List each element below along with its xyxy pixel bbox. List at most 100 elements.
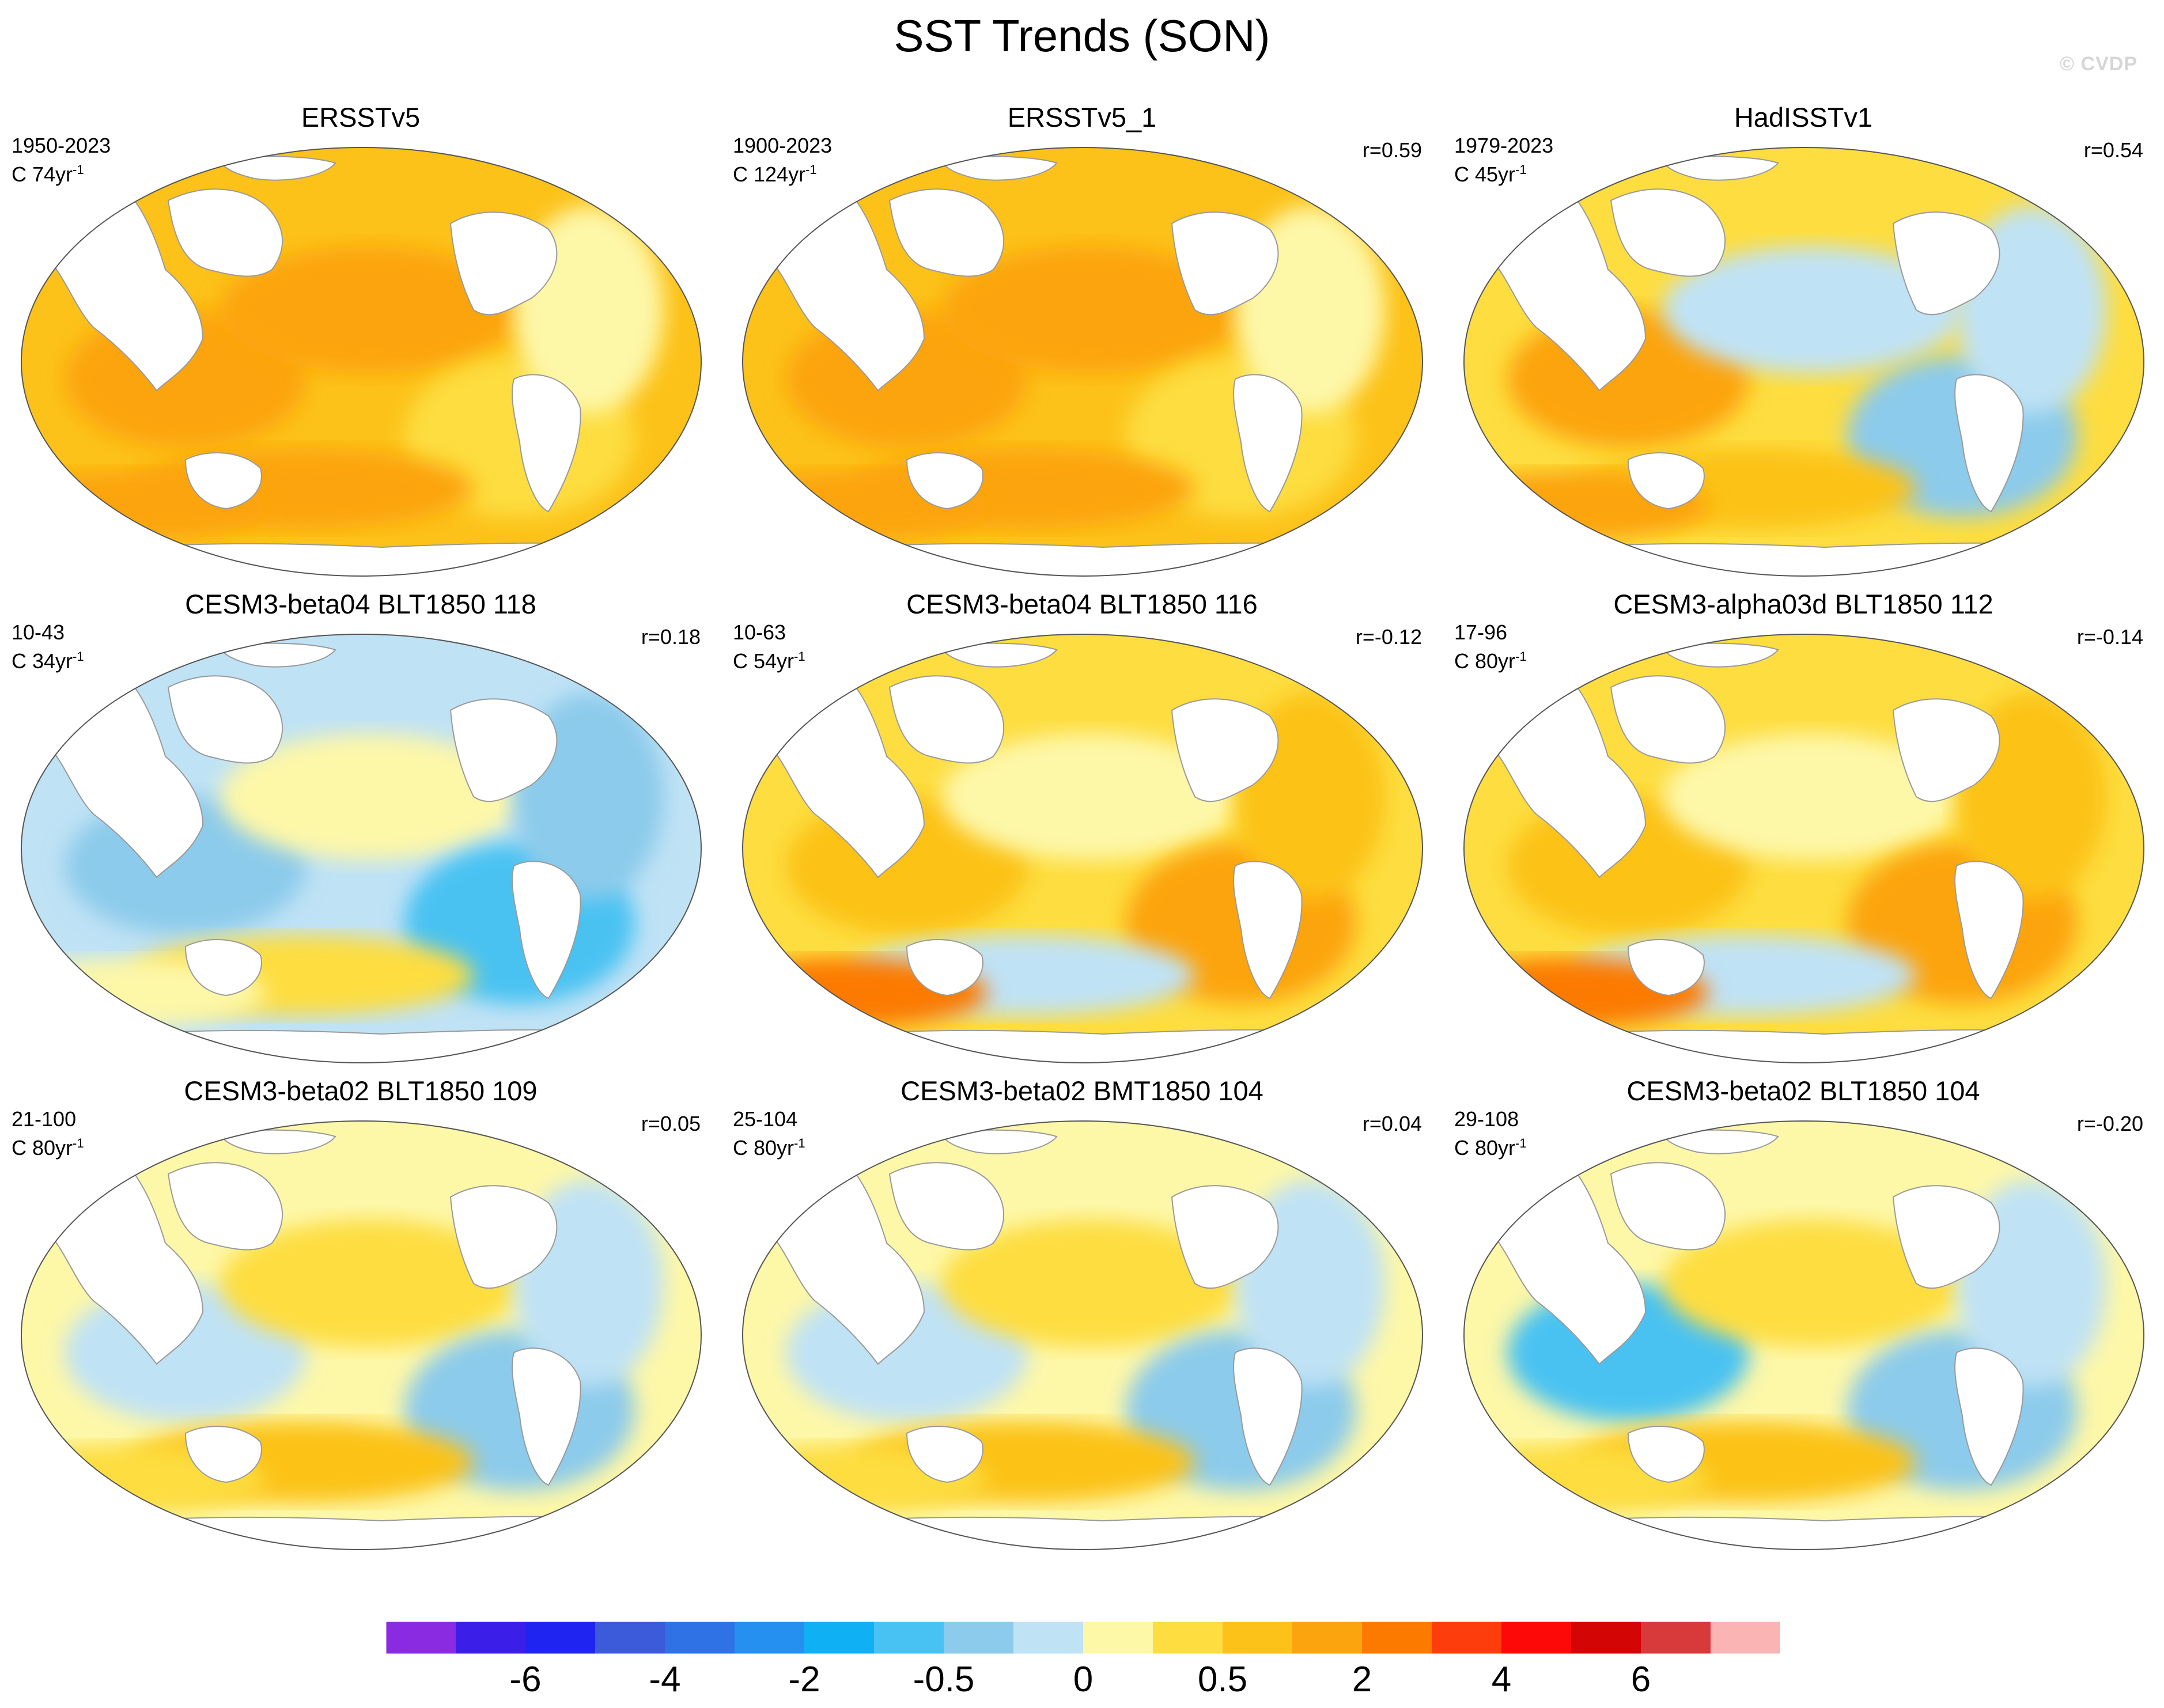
land-mass [184,939,262,997]
scale-label: C 34yr-1 [12,649,84,673]
land-mass [1610,188,1726,277]
land-mass [1627,939,1705,997]
period-label: 1950-2023 [12,134,111,157]
land-mass [1662,156,1779,181]
land-mass [512,861,581,999]
map-panel: ERSSTv5_1 1900-2023 C 124yr-1 r=0.59 [721,0,1443,577]
land-mass [1610,1162,1726,1251]
land-mass [1233,374,1303,513]
trend-region [1663,247,1962,373]
colorbar-tick-label: -6 [509,1660,542,1699]
map-panel: CESM3-beta02 BMT1850 104 25-104 C 80yr-1 r=… [721,974,1443,1550]
land-mass [1233,1347,1303,1486]
land-mass [167,675,283,764]
period-label: 25-104 [733,1107,798,1131]
map-border [1463,147,2144,577]
map-panel-4 [21,634,702,1063]
colorbar [386,1622,1780,1654]
colorbar-tick-label: 0 [1073,1660,1094,1699]
land-mass [906,939,983,997]
colorbar-bin [1501,1622,1571,1654]
colorbar-bin [386,1622,456,1654]
land-mass [888,188,1005,277]
period-label: 29-108 [1454,1107,1519,1131]
scale-label: C 74yr-1 [12,162,84,186]
panel-title: ERSSTv5 [301,102,421,132]
colorbar-bin [1153,1622,1223,1654]
map-panel-8 [742,1120,1423,1550]
map-border [1463,1120,2144,1550]
correlation-label: r=-0.12 [1355,625,1422,649]
colorbar-tick-label: 6 [1630,1660,1651,1699]
land-mass [449,698,558,802]
correlation-label: r=0.59 [1362,138,1422,162]
land-mass [1954,861,2024,999]
land-mass [219,1129,336,1154]
land-mass [906,1426,983,1483]
colorbar-bin [1571,1622,1641,1654]
colorbar-bin [456,1622,525,1654]
trend-region [220,247,520,373]
map-panel-5 [742,634,1423,1063]
land-mass [1662,1129,1779,1154]
scale-label: C 124yr-1 [733,162,817,186]
watermark: © CVDP [2060,53,2137,75]
map-panel: CESM3-beta04 BLT1850 116 10-63 C 54yr-1 r=-… [721,487,1443,1063]
trend-region [220,733,520,860]
land-mass [906,452,983,510]
land-mass [888,675,1005,764]
map-border [21,634,702,1063]
land-mass [219,156,336,181]
land-mass [1662,642,1779,668]
colorbar-bin [1641,1622,1711,1654]
land-mass [184,1426,262,1483]
map-panel-6 [1463,634,2144,1063]
map-border [21,1120,702,1550]
map-panel-7 [21,1120,702,1550]
trend-region [220,1220,520,1347]
colorbar-tick-label: 2 [1352,1660,1372,1699]
colorbar-tick-label: -0.5 [913,1660,975,1699]
map-panel: CESM3-beta02 BLT1850 109 21-100 C 80yr-1 r=… [0,974,721,1550]
map-panel-9 [1463,1120,2144,1550]
map-border [1463,634,2144,1063]
map-panel: CESM3-beta02 BLT1850 104 29-108 C 80yr-1 r=… [1443,974,2164,1550]
scale-label: C 80yr-1 [1454,649,1527,673]
panel-title: CESM3-beta02 BLT1850 109 [184,1075,538,1106]
map-panel-2 [742,147,1423,577]
panel-title: CESM3-beta04 BLT1850 118 [185,589,536,619]
period-label: 21-100 [12,1107,77,1131]
colorbar-bin [874,1622,944,1654]
trend-region [941,247,1241,373]
colorbar-bin [1711,1622,1780,1654]
land-mass [1954,1347,2024,1486]
land-mass [449,1185,558,1289]
land-mass [449,211,558,316]
land-mass [167,188,283,277]
trend-region [1663,733,1962,860]
map-border [742,1120,1423,1550]
period-label: 17-96 [1454,620,1508,644]
land-mass [888,1162,1005,1251]
map-panel: ERSSTv5 1950-2023 C 74yr-1 [0,0,721,577]
land-mass [167,1162,283,1251]
map-panel-1 [21,147,702,577]
trend-region [941,733,1241,860]
map-border [21,147,702,577]
land-mass [512,1347,581,1486]
correlation-label: r=-0.20 [2076,1112,2143,1135]
correlation-label: r=0.18 [641,625,701,649]
map-panel: CESM3-alpha03d BLT1850 112 17-96 C 80yr-1 r… [1443,487,2164,1063]
land-mass [184,452,262,510]
period-label: 1900-2023 [733,134,833,157]
land-mass [512,374,581,513]
panel-title: CESM3-beta04 BLT1850 116 [906,589,1258,619]
colorbar-tick-label: 4 [1491,1660,1512,1699]
scale-label: C 45yr-1 [1454,162,1527,186]
land-mass [940,642,1058,668]
colorbar-bin [1362,1622,1432,1654]
colorbar-bin [1292,1622,1362,1654]
colorbar-bin [735,1622,804,1654]
colorbar-tick-label: 0.5 [1197,1660,1248,1699]
land-mass [1892,698,2000,802]
